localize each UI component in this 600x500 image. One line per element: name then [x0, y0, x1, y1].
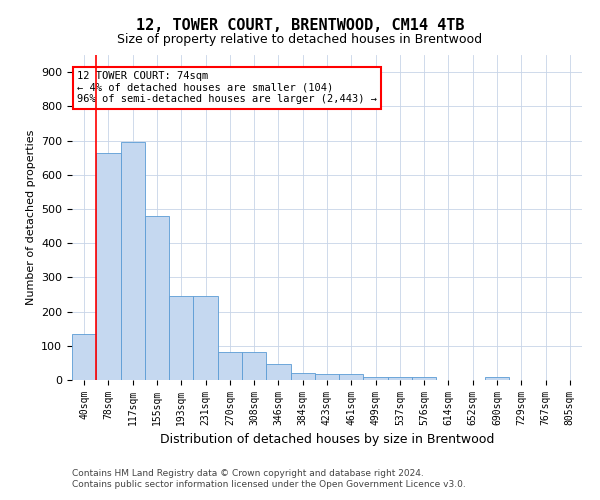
Text: 12, TOWER COURT, BRENTWOOD, CM14 4TB: 12, TOWER COURT, BRENTWOOD, CM14 4TB: [136, 18, 464, 32]
Bar: [242, 352, 266, 380]
Bar: [412, 378, 436, 380]
Bar: [218, 352, 242, 380]
Text: Contains HM Land Registry data © Crown copyright and database right 2024.: Contains HM Land Registry data © Crown c…: [72, 468, 424, 477]
Bar: [266, 364, 290, 380]
Bar: [339, 374, 364, 380]
Bar: [364, 376, 388, 380]
Bar: [290, 373, 315, 380]
Y-axis label: Number of detached properties: Number of detached properties: [26, 130, 35, 305]
Bar: [169, 296, 193, 380]
Bar: [485, 378, 509, 380]
Text: Size of property relative to detached houses in Brentwood: Size of property relative to detached ho…: [118, 32, 482, 46]
Bar: [315, 374, 339, 380]
Bar: [388, 376, 412, 380]
X-axis label: Distribution of detached houses by size in Brentwood: Distribution of detached houses by size …: [160, 434, 494, 446]
Bar: [145, 216, 169, 380]
Text: Contains public sector information licensed under the Open Government Licence v3: Contains public sector information licen…: [72, 480, 466, 489]
Bar: [96, 152, 121, 380]
Bar: [193, 296, 218, 380]
Text: 12 TOWER COURT: 74sqm
← 4% of detached houses are smaller (104)
96% of semi-deta: 12 TOWER COURT: 74sqm ← 4% of detached h…: [77, 71, 377, 104]
Bar: [121, 142, 145, 380]
Bar: [72, 334, 96, 380]
